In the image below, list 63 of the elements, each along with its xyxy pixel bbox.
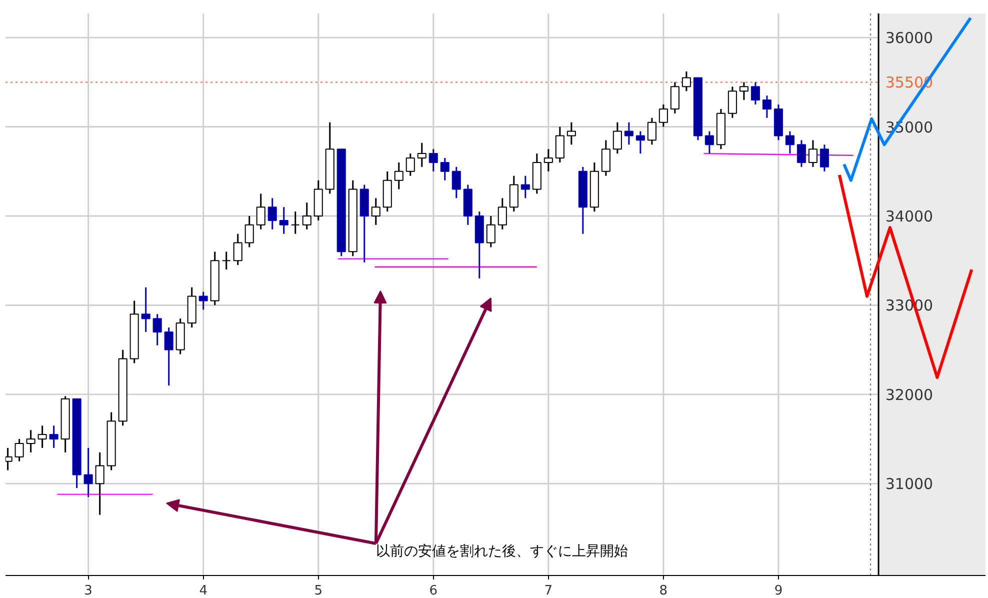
line-series (842, 16, 972, 182)
candlestick (728, 86, 737, 119)
candlestick (428, 148, 438, 172)
candlestick (612, 122, 622, 154)
candlestick (268, 197, 277, 230)
y-tick-label: 32000 (885, 386, 934, 404)
candlestick (796, 139, 806, 168)
x-tick-label: 3 (84, 584, 92, 598)
candlestick (302, 202, 312, 230)
candlestick (636, 130, 645, 154)
candlestick (49, 424, 58, 449)
candlestick (371, 197, 380, 226)
candlestick (84, 447, 93, 498)
candlestick (233, 233, 242, 266)
candlestick (290, 210, 300, 235)
candlestick (279, 206, 288, 235)
candlestick (14, 438, 24, 462)
candlestick (417, 142, 426, 168)
candlestick (141, 286, 150, 333)
candlestick (26, 429, 36, 454)
candlestick (601, 139, 610, 177)
candlestick (555, 126, 564, 164)
candlestick (222, 250, 231, 270)
x-tick-label: 7 (544, 584, 553, 598)
y-tick-label: 36000 (885, 29, 934, 48)
candlestick (658, 104, 668, 128)
candlestick (498, 197, 507, 230)
candlestick (682, 70, 691, 92)
y-tick-label: 34000 (885, 208, 934, 226)
candlestick (486, 215, 496, 248)
line-series (838, 173, 974, 379)
x-tick-label: 9 (774, 584, 783, 598)
candlestick (739, 81, 748, 101)
candlestick (440, 157, 450, 182)
candlestick (509, 175, 518, 212)
candlestick (198, 291, 208, 310)
annotation: 以前の安値を割れた後、すぐに上昇開始 (376, 543, 628, 560)
candlestick (38, 424, 47, 449)
candlestick (704, 130, 714, 154)
candlestick (544, 148, 553, 172)
x-tick-label: 4 (199, 584, 208, 598)
candlestick (520, 175, 530, 199)
candlestick (452, 166, 461, 199)
candlestick (647, 117, 656, 146)
candlestick (406, 152, 415, 177)
candlestick (624, 122, 634, 146)
candlestick (808, 139, 818, 168)
x-tick-label: 6 (429, 584, 438, 598)
candlestick (394, 162, 404, 190)
candlestick (566, 122, 576, 146)
candlestick (785, 130, 794, 154)
candlestick (244, 215, 254, 248)
candlestick (256, 192, 266, 230)
candlestick (670, 81, 680, 114)
y-tick-label: 31000 (885, 475, 934, 494)
candlestick (95, 452, 104, 516)
candlestick (762, 94, 772, 119)
x-tick-label: 5 (314, 584, 323, 598)
candlestick (164, 326, 174, 386)
candlestick (152, 313, 162, 346)
candlestick (820, 144, 829, 172)
candlestick (750, 81, 760, 106)
x-tick-label: 8 (659, 584, 668, 598)
